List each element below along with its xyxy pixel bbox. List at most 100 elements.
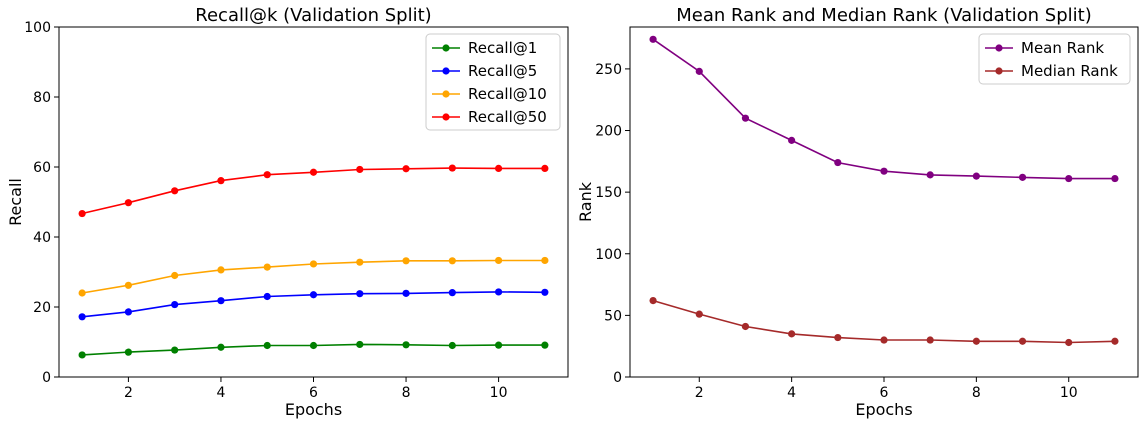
data-point [124, 281, 133, 289]
data-point [402, 165, 410, 173]
y-tick-label: 200 [595, 124, 622, 140]
data-point [217, 297, 225, 305]
x-tick-label: 4 [787, 385, 796, 401]
y-tick-label: 250 [595, 62, 622, 78]
data-point [926, 336, 934, 344]
y-tick-label: 0 [613, 370, 622, 386]
legend-marker [442, 113, 450, 121]
data-point [309, 168, 318, 176]
data-point [78, 313, 86, 321]
recall-chart: Recall@k (Validation Split) Epochs Recal… [6, 5, 569, 419]
data-point [78, 289, 86, 297]
data-point [217, 177, 225, 185]
data-point [356, 258, 364, 266]
data-point [448, 341, 456, 350]
x-tick-label: 10 [1060, 385, 1078, 401]
y-tick-label: 80 [33, 90, 51, 106]
data-point [972, 172, 980, 180]
data-point [972, 337, 980, 345]
data-point [1111, 337, 1119, 345]
legend-label: Median Rank [1021, 62, 1118, 80]
chart-title: Mean Rank and Median Rank (Validation Sp… [676, 5, 1092, 26]
x-tick-label: 2 [695, 385, 704, 401]
chart-title: Recall@k (Validation Split) [195, 5, 431, 26]
y-tick-label: 60 [33, 160, 51, 176]
data-point [541, 288, 549, 296]
data-point [788, 136, 796, 144]
data-point [880, 167, 888, 175]
data-point [171, 271, 179, 280]
data-point [263, 341, 271, 350]
data-point [78, 351, 86, 359]
data-point [541, 256, 549, 265]
y-tick-label: 40 [33, 230, 51, 246]
data-point [1018, 173, 1027, 181]
data-point [926, 171, 934, 179]
y-tick-label: 0 [42, 370, 51, 386]
data-point [494, 256, 503, 265]
legend-marker [995, 67, 1003, 75]
data-point [788, 330, 796, 338]
x-tick-label: 8 [972, 385, 981, 401]
data-point [448, 257, 456, 265]
y-tick-label: 50 [604, 308, 622, 324]
data-point [1065, 338, 1073, 347]
data-point [695, 67, 703, 75]
legend-marker [442, 90, 450, 98]
x-tick-label: 10 [490, 385, 508, 401]
data-point [448, 289, 456, 297]
legend-box [425, 33, 561, 131]
data-point [402, 341, 410, 349]
data-point [171, 300, 179, 309]
data-point [402, 289, 410, 297]
data-point [217, 343, 225, 351]
y-tick-label: 100 [24, 20, 51, 36]
data-point [402, 257, 410, 265]
data-point [834, 158, 842, 167]
rank-chart: Mean Rank and Median Rank (Validation Sp… [576, 5, 1139, 419]
data-point [448, 164, 456, 172]
data-point [263, 292, 271, 301]
data-point [494, 288, 503, 296]
legend-label: Recall@5 [468, 62, 537, 80]
data-point [309, 260, 318, 268]
data-point [171, 346, 179, 354]
data-point [356, 290, 364, 298]
data-point [124, 308, 133, 316]
x-tick-label: 6 [309, 385, 318, 401]
data-point [356, 340, 364, 349]
x-tick-label: 4 [216, 385, 225, 401]
data-point [171, 187, 179, 195]
legend-marker [442, 67, 450, 75]
legend-label: Recall@50 [468, 108, 547, 126]
data-point [834, 333, 842, 342]
legend-label: Recall@10 [468, 85, 547, 103]
x-tick-label: 2 [124, 385, 133, 401]
legend-label: Mean Rank [1021, 39, 1104, 57]
x-tick-label: 8 [402, 385, 411, 401]
data-point [1018, 337, 1027, 345]
legend-marker [442, 44, 450, 52]
data-point [494, 164, 503, 172]
y-axis-label: Recall [6, 178, 25, 226]
data-point [263, 171, 271, 179]
data-point [124, 348, 133, 356]
y-tick-label: 150 [595, 185, 622, 201]
data-point [309, 341, 318, 350]
data-point [494, 341, 503, 349]
data-point [1111, 174, 1119, 183]
data-point [309, 291, 318, 299]
x-axis-label: Epochs [285, 400, 342, 419]
y-tick-label: 100 [595, 247, 622, 263]
plot-frame [629, 26, 1139, 378]
data-point [695, 310, 703, 318]
data-point [649, 35, 657, 43]
x-axis-label: Epochs [855, 400, 912, 419]
legend-box [978, 33, 1131, 85]
data-point [356, 165, 364, 174]
series-line [652, 299, 1115, 344]
data-point [880, 336, 888, 344]
data-point [541, 341, 549, 349]
plot-frame [58, 26, 569, 378]
data-point [124, 199, 133, 207]
